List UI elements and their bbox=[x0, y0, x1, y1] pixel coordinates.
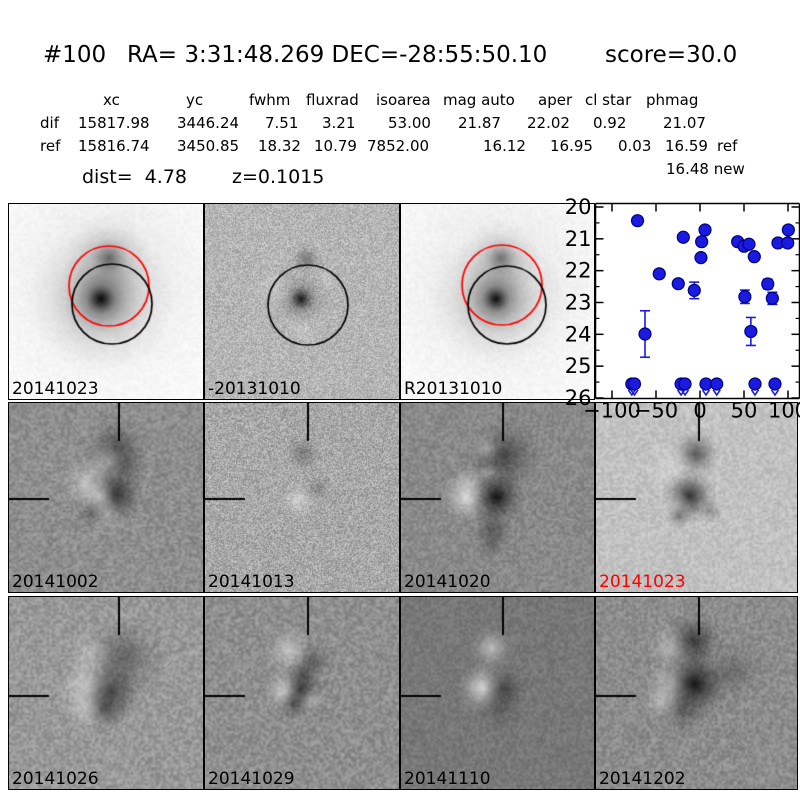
stamp-new-image: 20141023 bbox=[8, 203, 204, 400]
dif-fluxrad: 3.21 bbox=[322, 114, 356, 132]
ref-clstar: 0.03 bbox=[618, 137, 652, 155]
stamp-date-label: 20141013 bbox=[208, 572, 295, 592]
stamp-canvas bbox=[596, 403, 797, 592]
col-header-yc: yc bbox=[186, 91, 204, 109]
col-header-phmag: phmag bbox=[646, 91, 699, 109]
candidate-coords: RA= 3:31:48.269 DEC=-28:55:50.10 bbox=[127, 42, 548, 68]
dif-aper: 22.02 bbox=[527, 114, 570, 132]
stamp-epoch-20141110: 20141110 bbox=[400, 596, 595, 790]
col-header-isoarea: isoarea bbox=[376, 91, 431, 109]
stamp-canvas bbox=[9, 204, 203, 399]
stamp-reference-image: R20131010 bbox=[400, 203, 595, 400]
stamp-canvas bbox=[401, 204, 594, 399]
stamp-canvas bbox=[9, 597, 203, 789]
dif-clstar: 0.92 bbox=[593, 114, 627, 132]
dif-row-name: dif bbox=[40, 114, 59, 132]
dif-xc: 15817.98 bbox=[78, 114, 150, 132]
stamp-canvas bbox=[596, 597, 797, 789]
stamp-epoch-20141020: 20141020 bbox=[400, 402, 595, 593]
stamp-canvas bbox=[205, 403, 399, 592]
col-header-clstar: cl star bbox=[585, 91, 632, 109]
stamp-epoch-20141026: 20141026 bbox=[8, 596, 204, 790]
stamp-date-label: 20141029 bbox=[208, 769, 295, 789]
stamp-date-label: -20131010 bbox=[208, 379, 301, 399]
stamp-epoch-20141202: 20141202 bbox=[595, 596, 798, 790]
stamp-epoch-20141002: 20141002 bbox=[8, 402, 204, 593]
stamp-epoch-20141023: 20141023 bbox=[595, 402, 798, 593]
dif-phmag: 21.07 bbox=[663, 114, 706, 132]
ref-phmag: 16.59 bbox=[665, 137, 708, 155]
stamp-date-label: 20141202 bbox=[599, 769, 686, 789]
ref-magauto: 16.12 bbox=[483, 137, 526, 155]
stamp-date-label: 20141023 bbox=[599, 572, 686, 592]
ref-yc: 3450.85 bbox=[177, 137, 240, 155]
stamp-canvas bbox=[401, 597, 594, 789]
stamp-canvas bbox=[9, 403, 203, 592]
ref-fwhm: 18.32 bbox=[258, 137, 301, 155]
dif-isoarea: 53.00 bbox=[388, 114, 431, 132]
ref-fluxrad: 10.79 bbox=[314, 137, 357, 155]
candidate-id: #100 bbox=[43, 42, 107, 68]
stamp-date-label: R20131010 bbox=[404, 379, 503, 399]
stamp-date-label: 20141110 bbox=[404, 769, 491, 789]
stamp-canvas bbox=[205, 597, 399, 789]
dif-magauto: 21.87 bbox=[458, 114, 501, 132]
ref-xc: 15816.74 bbox=[78, 137, 150, 155]
ref-row-name: ref bbox=[40, 137, 61, 155]
stamp-epoch-20141029: 20141029 bbox=[204, 596, 400, 790]
stamp-date-label: 20141002 bbox=[12, 572, 99, 592]
stamp-date-label: 20141020 bbox=[404, 572, 491, 592]
col-header-fwhm: fwhm bbox=[249, 91, 291, 109]
col-header-magauto: mag auto bbox=[443, 91, 515, 109]
dif-yc: 3446.24 bbox=[177, 114, 240, 132]
col-header-fluxrad: fluxrad bbox=[306, 91, 359, 109]
ref-aper: 16.95 bbox=[550, 137, 593, 155]
stamp-epoch-20141013: 20141013 bbox=[204, 402, 400, 593]
col-header-xc: xc bbox=[103, 91, 120, 109]
candidate-score: score=30.0 bbox=[605, 42, 738, 68]
dist-value: dist= 4.78 bbox=[82, 166, 187, 188]
stamp-date-label: 20141023 bbox=[12, 379, 99, 399]
stamp-date-label: 20141026 bbox=[12, 769, 99, 789]
redshift-value: z=0.1015 bbox=[232, 166, 325, 188]
col-header-aper: aper bbox=[538, 91, 573, 109]
new-phmag: 16.48 new bbox=[666, 160, 745, 178]
stamp-difference-image: -20131010 bbox=[204, 203, 400, 400]
ref-isoarea: 7852.00 bbox=[367, 137, 430, 155]
dif-fwhm: 7.51 bbox=[265, 114, 299, 132]
stamp-canvas bbox=[205, 204, 399, 399]
stamp-canvas bbox=[401, 403, 594, 592]
ref-suffix: ref bbox=[717, 137, 738, 155]
